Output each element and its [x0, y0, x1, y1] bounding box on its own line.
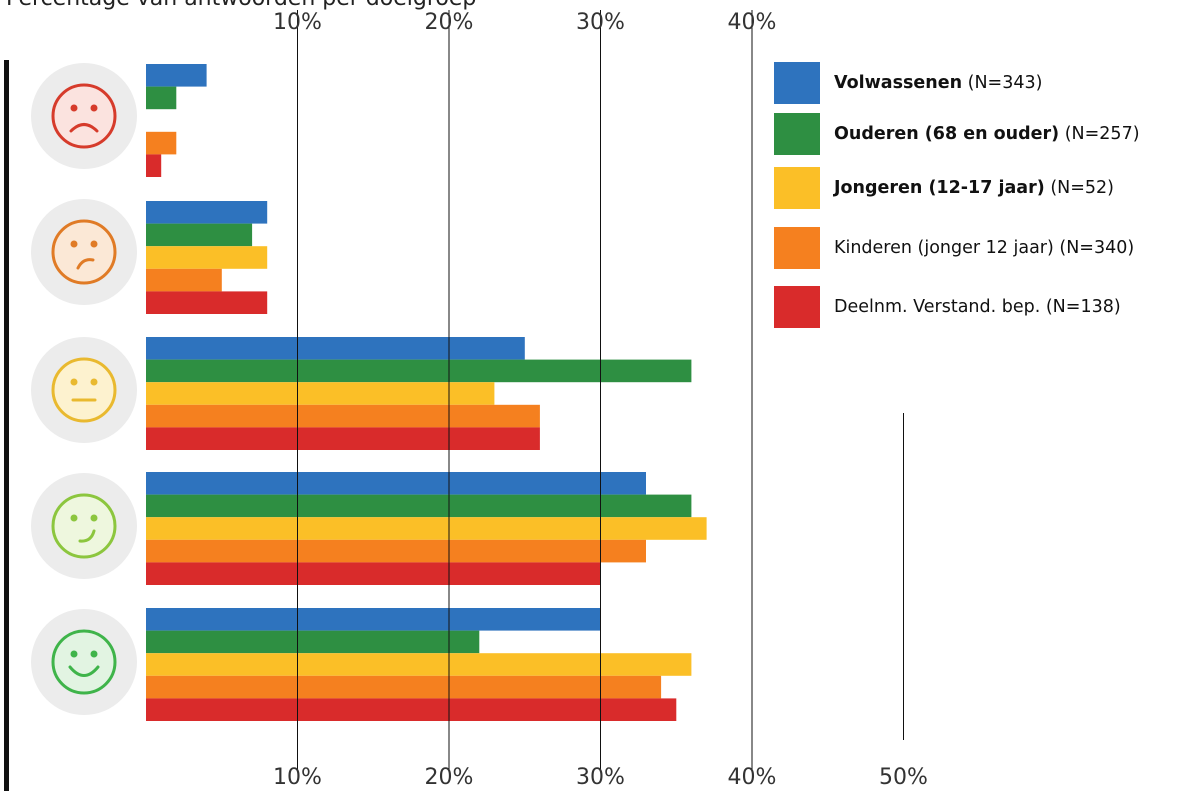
neutral-face-icon: [31, 337, 137, 443]
legend-item: Deelnm. Verstand. bep. (N=138): [774, 286, 1121, 328]
legend-label: Volwassenen (N=343): [834, 73, 1042, 93]
legend-label: Kinderen (jonger 12 jaar) (N=340): [834, 238, 1134, 258]
bottom-tick-label: 10%: [273, 765, 322, 790]
bar-3-5: [146, 653, 692, 676]
sad-face-icon: [31, 199, 137, 305]
very-sad-face-icon: [31, 63, 137, 169]
bar-4-2: [146, 268, 222, 292]
legend-series-name: Ouderen (68 en ouder): [834, 124, 1060, 144]
legend-swatch: [774, 113, 820, 155]
bar-3-2: [146, 246, 268, 269]
bar-2-1: [146, 86, 177, 110]
bars: [146, 64, 707, 721]
legend-series-name: Jongeren (12-17 jaar): [834, 178, 1045, 198]
legend-item: Kinderen (jonger 12 jaar) (N=340): [774, 227, 1134, 269]
bar-4-1: [146, 131, 177, 155]
legend-item: Ouderen (68 en ouder) (N=257): [774, 113, 1140, 155]
legend-item: Volwassenen (N=343): [774, 62, 1042, 104]
bar-2-2: [146, 223, 253, 247]
legend-series-count: (N=340): [1053, 238, 1135, 258]
legend-series-name: Deelnm. Verstand. bep.: [834, 297, 1041, 317]
bar-5-3: [146, 427, 540, 450]
happy-face-icon: [31, 473, 137, 579]
bar-4-3: [146, 404, 540, 428]
legend-label: Deelnm. Verstand. bep. (N=138): [834, 297, 1121, 317]
top-tick-label: 10%: [273, 10, 322, 35]
bar-5-2: [146, 291, 268, 314]
very-happy-face-icon: [31, 609, 137, 715]
legend-swatch: [774, 167, 820, 209]
top-tick-label: 40%: [728, 10, 777, 35]
bottom-tick-label: 20%: [425, 765, 474, 790]
bar-4-4: [146, 539, 646, 563]
bar-4-5: [146, 675, 662, 699]
bar-5-1: [146, 154, 162, 177]
legend-series-count: (N=343): [962, 73, 1043, 93]
bar-3-4: [146, 517, 707, 540]
bottom-tick-label: 40%: [728, 765, 777, 790]
legend-label: Ouderen (68 en ouder) (N=257): [834, 124, 1140, 144]
chart-title: Percentage van antwoorden per doelgroep: [6, 0, 476, 11]
category-icons: [31, 63, 137, 715]
legend-swatch: [774, 227, 820, 269]
bar-5-5: [146, 698, 677, 721]
top-tick-label: 30%: [576, 10, 625, 35]
bar-1-4: [146, 472, 646, 495]
bar-1-1: [146, 64, 207, 87]
bar-2-3: [146, 359, 692, 383]
tick-labels: 10% 20% 30% 40% 50% 10% 20% 30% 40%: [273, 10, 928, 790]
legend-item: Jongeren (12-17 jaar) (N=52): [774, 167, 1114, 209]
legend-series-name: Volwassenen: [834, 73, 963, 93]
legend-series-count: (N=138): [1040, 297, 1121, 317]
legend-series-count: (N=52): [1044, 178, 1114, 198]
bottom-tick-label: 30%: [576, 765, 625, 790]
bar-3-3: [146, 382, 495, 405]
legend-swatch: [774, 286, 820, 328]
bar-2-4: [146, 494, 692, 518]
bar-1-3: [146, 337, 525, 360]
gridlines: [297, 10, 904, 772]
bar-5-4: [146, 562, 601, 585]
top-tick-label: 20%: [425, 10, 474, 35]
legend-label: Jongeren (12-17 jaar) (N=52): [834, 178, 1114, 198]
bar-1-5: [146, 608, 601, 631]
legend-series-count: (N=257): [1059, 124, 1140, 144]
left-axis-line: [4, 60, 9, 791]
bar-1-2: [146, 201, 268, 224]
legend-series-name: Kinderen (jonger 12 jaar): [834, 238, 1054, 258]
bottom-tick-label: 50%: [879, 765, 928, 790]
legend-swatch: [774, 62, 820, 104]
bar-2-5: [146, 630, 480, 654]
